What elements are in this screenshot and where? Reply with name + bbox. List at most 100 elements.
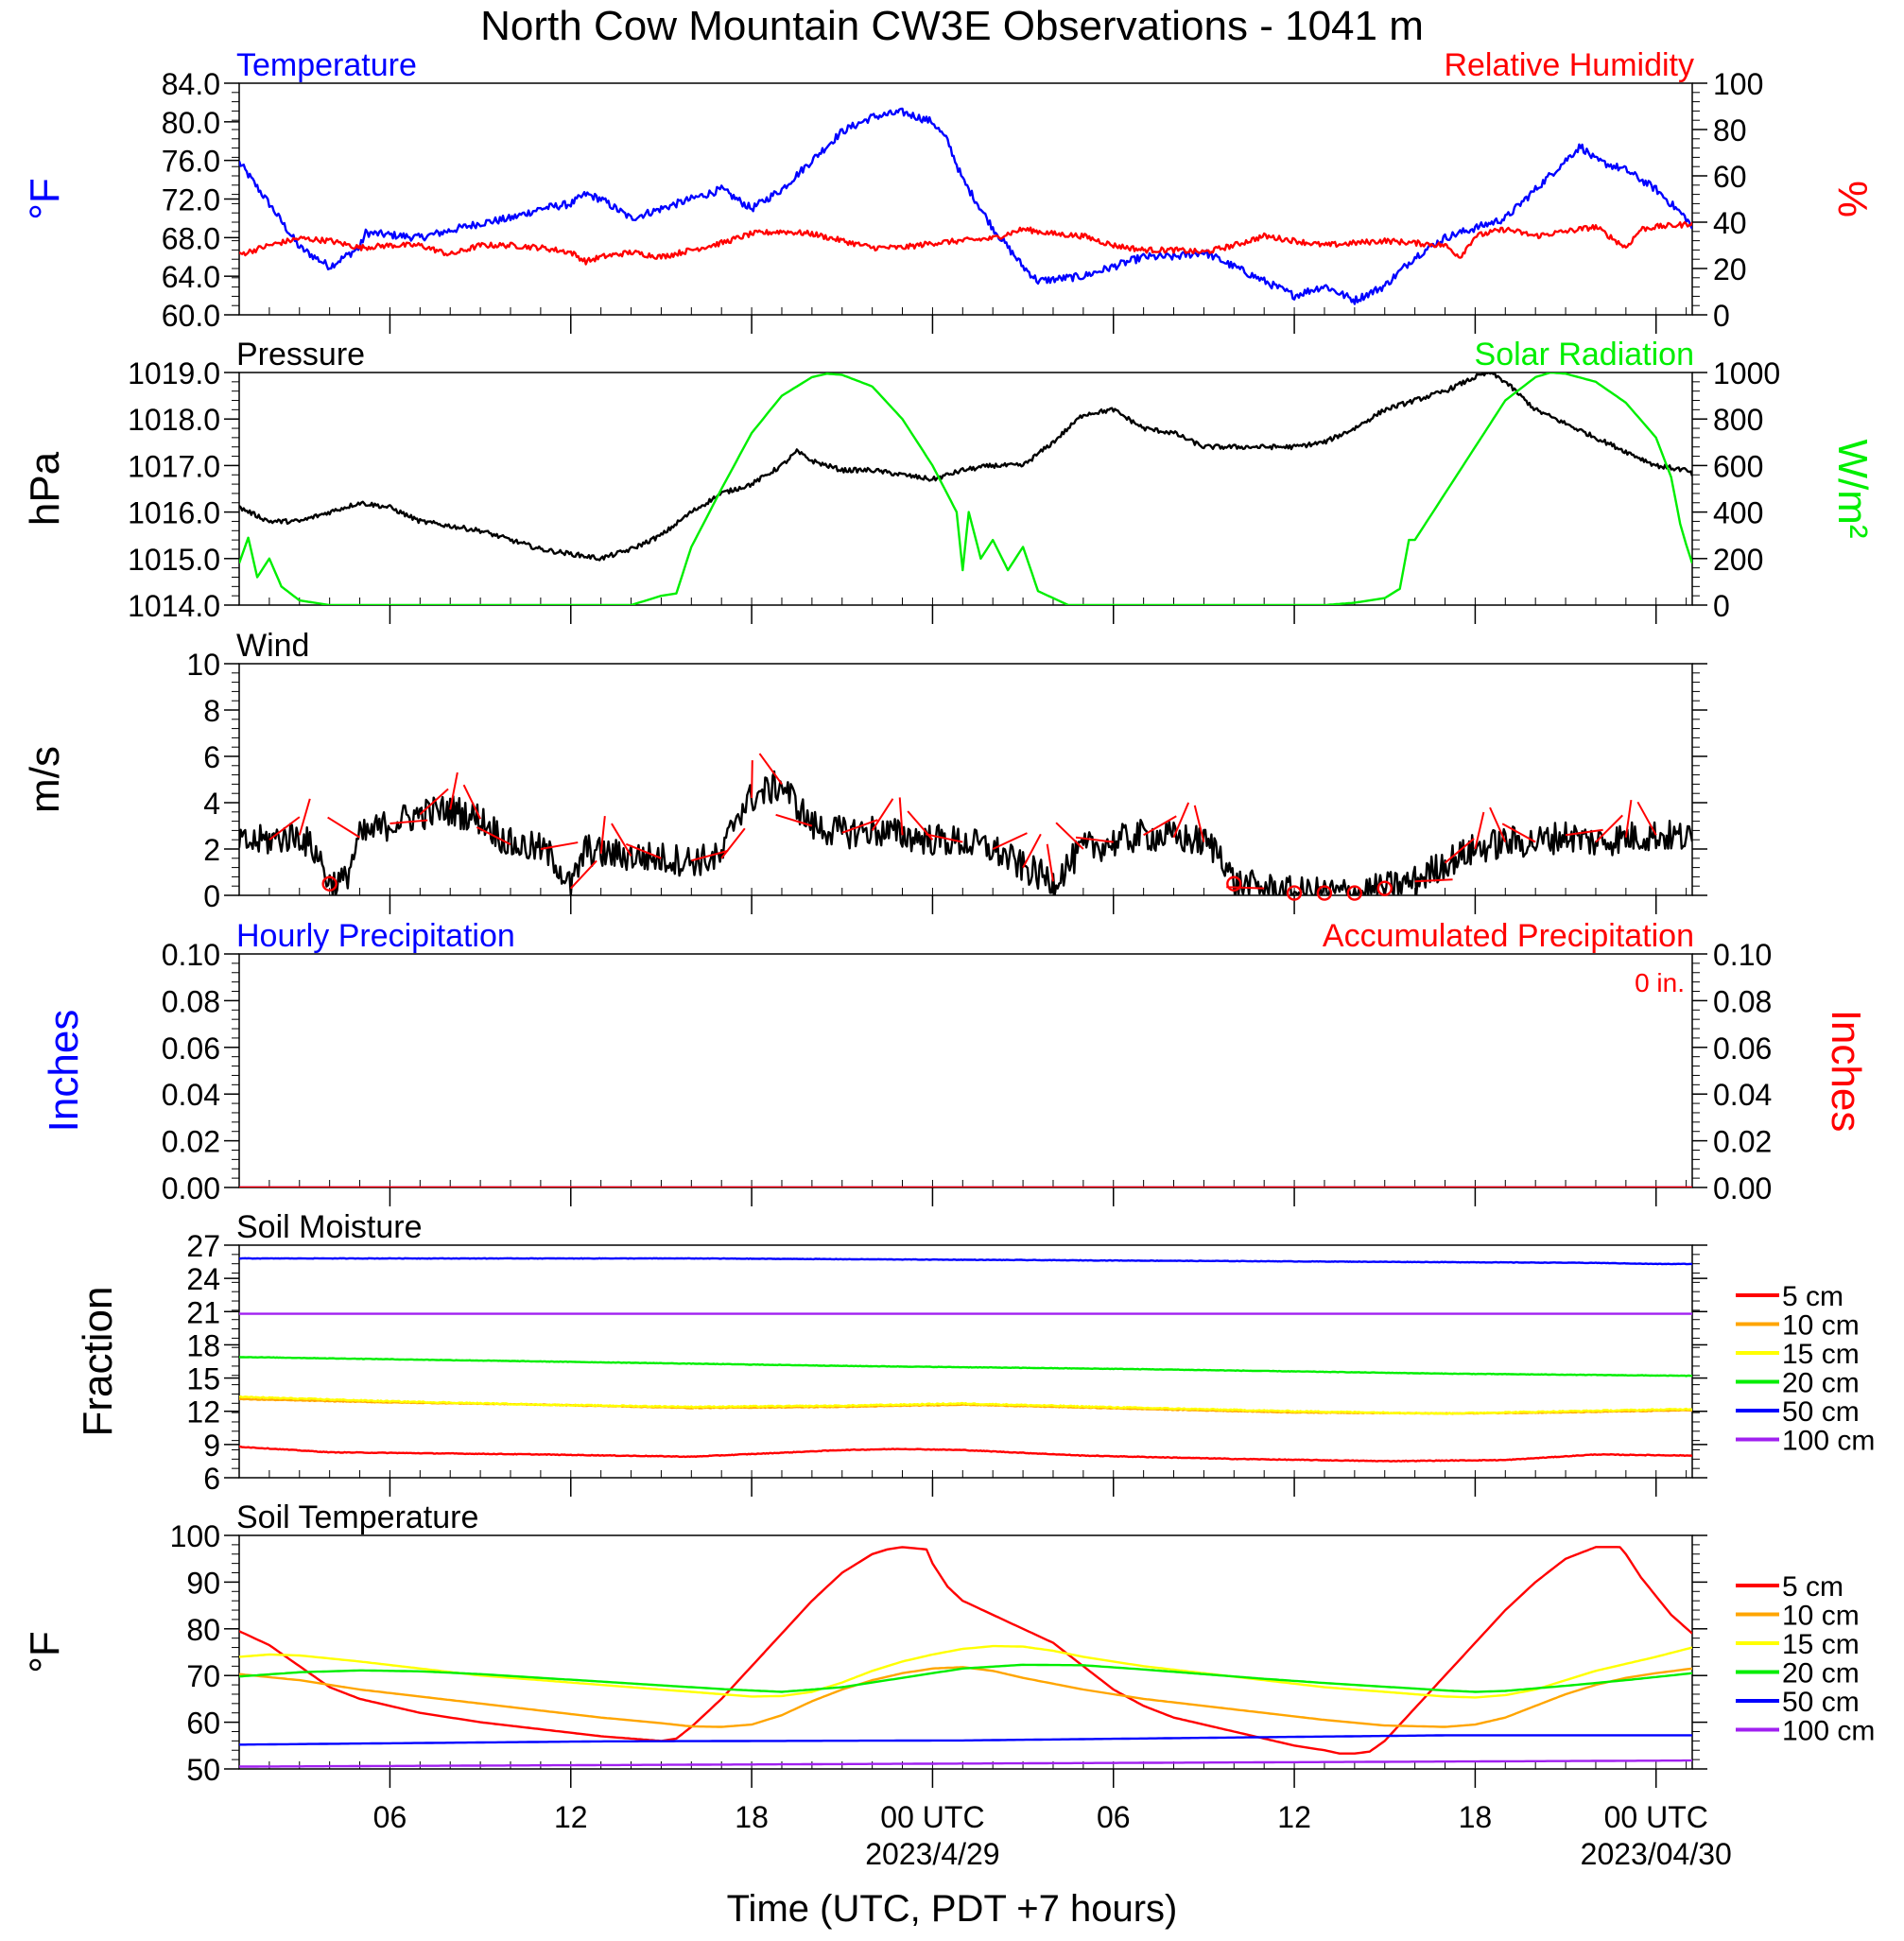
wind-barb (1474, 811, 1485, 850)
series-group (239, 1546, 1692, 1768)
legend-label: 50 cm (1782, 1687, 1860, 1718)
y-tick-label-left: 76.0 (162, 145, 220, 179)
y-tick-label-left: 72.0 (162, 183, 220, 217)
panel-title-right: Accumulated Precipitation (1323, 918, 1694, 954)
wind-barb (570, 859, 597, 890)
calm-wind-marker (1286, 885, 1303, 901)
wind-barb (476, 826, 511, 845)
y-tick-label-right: 100 (1713, 67, 1763, 101)
wind-barb (1075, 836, 1114, 843)
series-line-soil_temp-5cm (239, 1546, 1692, 1755)
x-tick-label: 00 UTC (1604, 1800, 1708, 1834)
y-tick-label-right: 0 (1713, 589, 1730, 623)
y-tick-label-left: 1014.0 (128, 589, 220, 623)
calm-wind-marker (1226, 875, 1242, 892)
y-axis-label-left: °F (22, 178, 68, 219)
y-tick-label-right: 0.08 (1713, 984, 1772, 1018)
y-axis-label-left: Inches (41, 1010, 87, 1133)
y-tick-label-left: 70 (186, 1659, 220, 1693)
wind-barb (298, 798, 311, 836)
wind-barb (925, 833, 963, 843)
series-line-pressure_solar-1 (239, 373, 1692, 605)
x-tick-label: 06 (373, 1800, 407, 1834)
y-tick-label-left: 60.0 (162, 299, 220, 333)
wind-barb (449, 771, 459, 810)
wind-barb (1172, 802, 1190, 839)
legend-label: 50 cm (1782, 1396, 1860, 1428)
y-tick-label-left: 6 (203, 740, 220, 774)
y-axis-label-left: °F (22, 1631, 68, 1672)
legend-label: 100 cm (1782, 1716, 1875, 1747)
y-tick-label-right: 20 (1713, 252, 1747, 286)
y-tick-label-left: 64.0 (162, 260, 220, 294)
plot-frame (238, 1534, 1693, 1770)
series-line-soil_moisture-20cm (239, 1356, 1692, 1378)
y-tick-label-right: 40 (1713, 206, 1747, 240)
legend-label: 15 cm (1782, 1629, 1860, 1660)
legend-label: 10 cm (1782, 1310, 1860, 1342)
x-tick-label: 18 (735, 1800, 769, 1834)
y-tick-label-left: 1017.0 (128, 449, 220, 483)
panel-temp_rh: 60.0 64.0 68.0 72.0 76.0 80.0 84.0 0 20 40 60 80 100… (22, 47, 1876, 334)
y-axis-label-left: m/s (22, 746, 68, 813)
wind-barb (1193, 805, 1205, 842)
calm-wind-marker (1316, 885, 1333, 901)
y-tick-label-right: 0 (1713, 299, 1730, 333)
y-tick-label-left: 2 (203, 833, 220, 867)
wind-barb (462, 784, 482, 820)
y-tick-label-left: 4 (203, 787, 220, 821)
wind-barb (871, 798, 894, 831)
panel-title-left: Wind (236, 628, 309, 664)
panel-title-left: Hourly Precipitation (236, 918, 515, 954)
x-tick-label: 00 UTC (880, 1800, 984, 1834)
panel-wind: 0 2 4 6 8 10 Wind m/s (22, 628, 1707, 914)
wind-barb (758, 753, 783, 785)
wind-barb (841, 819, 878, 834)
y-tick-label-left: 0.04 (162, 1078, 220, 1112)
wind-barb (1444, 838, 1475, 864)
y-tick-label-left: 15 (186, 1362, 220, 1396)
y-tick-label-left: 9 (203, 1429, 220, 1463)
y-tick-label-left: 6 (203, 1462, 220, 1496)
panel-annotation: 0 in. (1635, 968, 1685, 997)
wind-barb (389, 819, 428, 825)
series-group (239, 1256, 1692, 1463)
wind-barb (611, 823, 632, 857)
panel-title-left: Temperature (236, 47, 417, 83)
series-line-soil_moisture-5cm (239, 1445, 1692, 1463)
x-tick-label: 06 (1097, 1800, 1131, 1834)
wind-barb (1565, 828, 1603, 837)
y-tick-label-left: 1016.0 (128, 496, 220, 530)
panel-precip: 0.00 0.02 0.04 0.06 0.08 0.10 0.00 0.02 0.04 0.06… (41, 918, 1869, 1206)
wind-barb (1226, 886, 1265, 890)
panel-title-right: Solar Radiation (1475, 337, 1694, 373)
y-tick-label-left: 1018.0 (128, 403, 220, 437)
wind-barb (1046, 843, 1054, 882)
legend-label: 100 cm (1782, 1426, 1875, 1457)
wind-barb (327, 816, 361, 839)
series-line-soil_moisture-50cm (239, 1256, 1692, 1266)
series-line-soil_temp-100cm (239, 1759, 1692, 1768)
wind-barb (1624, 800, 1633, 838)
y-tick-label-left: 84.0 (162, 67, 220, 101)
y-tick-label-left: 68.0 (162, 221, 220, 255)
y-tick-label-right: 60 (1713, 160, 1747, 194)
wind-barb (775, 813, 813, 827)
panel-title-left: Soil Moisture (236, 1209, 423, 1245)
y-tick-label-left: 50 (186, 1753, 220, 1787)
panel-title-left: Soil Temperature (236, 1499, 478, 1535)
legend-label: 5 cm (1782, 1571, 1843, 1603)
y-tick-label-left: 100 (170, 1519, 220, 1553)
y-tick-label-right: 0.00 (1713, 1171, 1772, 1205)
y-tick-label-left: 0 (203, 879, 220, 913)
x-date-label: 2023/4/29 (865, 1837, 999, 1871)
wind-barb (419, 788, 449, 815)
y-tick-label-right: 0.04 (1713, 1078, 1772, 1112)
wind-barb (1143, 815, 1177, 837)
y-axis-label-left: hPa (22, 451, 68, 526)
wind-barb (1055, 822, 1084, 850)
y-tick-label-left: 0.08 (162, 984, 220, 1018)
series-group (239, 373, 1692, 605)
